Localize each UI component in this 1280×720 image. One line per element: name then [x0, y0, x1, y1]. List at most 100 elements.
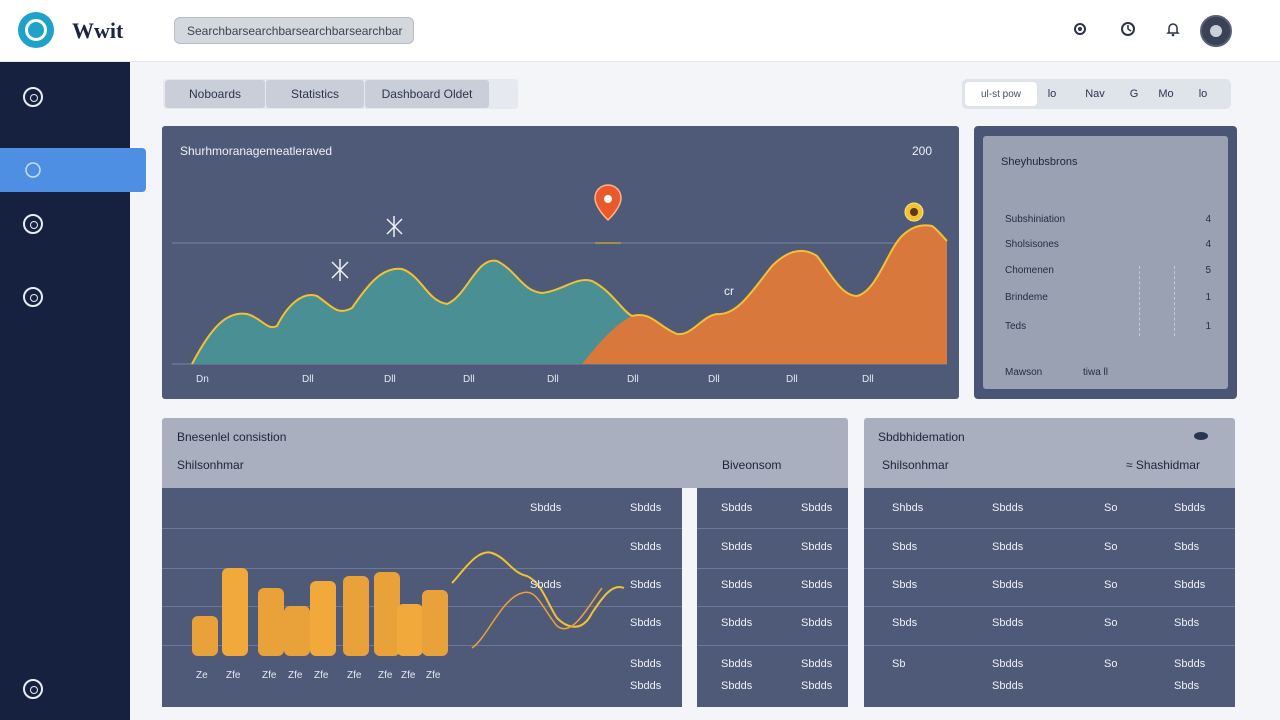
card-footer-link[interactable]: Mawson	[1005, 367, 1043, 378]
bottom-right-card-header: Sbdbhidemation Shilsonhmar ≈ Shashidmar	[864, 418, 1235, 488]
bar	[397, 604, 423, 656]
trend-line-secondary	[471, 587, 603, 649]
table-cell: Sbdds	[1174, 658, 1206, 670]
table-cell: Sbdds	[630, 541, 662, 553]
toolbar-button[interactable]: lo	[1198, 88, 1208, 100]
toolbar-button[interactable]: lo	[1047, 88, 1057, 100]
marker-icon[interactable]	[904, 202, 924, 222]
x-tick: Dll	[708, 374, 720, 385]
date-range-select[interactable]: ul-st pow	[965, 82, 1037, 106]
table-cell: Sbds	[892, 579, 918, 591]
table-cell: Sbdds	[630, 617, 662, 629]
bar-label: Zfe	[378, 670, 393, 681]
toolbar-button[interactable]: Mo	[1158, 88, 1174, 100]
table-cell: Sbdds	[801, 658, 833, 670]
list-item-label: Chomenen	[1005, 265, 1054, 276]
tab-dashboard[interactable]: Dashboard Oldet	[365, 80, 489, 108]
table-cell: Sbdds	[630, 658, 662, 670]
clock-icon[interactable]	[1119, 20, 1137, 38]
table-cell: Sbds	[1174, 617, 1200, 629]
table-cell: Sbds	[1174, 541, 1200, 553]
row-divider	[864, 645, 1235, 646]
map-pin-icon[interactable]	[594, 184, 622, 244]
teal-area-series	[192, 260, 632, 364]
bar	[422, 590, 448, 656]
x-tick: Dll	[384, 374, 396, 385]
brand-name: Wwit	[72, 18, 124, 43]
list-item-value: 1	[1205, 292, 1211, 303]
bar	[284, 606, 310, 656]
bar-label: Ze	[196, 670, 208, 681]
filter-label: Shashidmar	[1135, 458, 1200, 472]
search-input[interactable]: Searchbarsearchbarsearchbarsearchbar	[174, 17, 414, 44]
bar-label: Zfe	[288, 670, 303, 681]
table-cell: Sbdds	[992, 502, 1024, 514]
chart-icon[interactable]	[20, 157, 46, 183]
bar	[343, 576, 369, 656]
subscriptions-card: Sheyhubsbrons Subshiniation 4 Sholsisones…	[974, 126, 1237, 399]
main-area-chart	[172, 184, 948, 365]
card-footer-link[interactable]: tiwa ll	[1083, 367, 1109, 378]
table-cell: Sbdds	[721, 617, 753, 629]
column-header: Biveonsom	[722, 458, 782, 472]
orange-area-series	[582, 225, 947, 364]
bottom-left-card-header: Bnesenlel consistion Shilsonhmar Biveons…	[162, 418, 848, 488]
list-item: Brindeme 1	[1005, 292, 1211, 303]
table-cell: Sbdds	[992, 579, 1024, 591]
x-tick: Dll	[463, 374, 475, 385]
globe-icon[interactable]	[20, 284, 46, 310]
bar-label: Zfe	[226, 670, 241, 681]
toolbar-button-nav[interactable]: Nav	[1085, 88, 1105, 100]
series-outline	[191, 224, 948, 365]
table-cell: Sbdds	[721, 658, 753, 670]
list-item-label: Subshiniation	[1005, 214, 1066, 225]
sidebar-item-active[interactable]	[0, 148, 146, 192]
more-icon[interactable]	[1194, 432, 1208, 440]
list-item: Chomenen 5	[1005, 265, 1211, 276]
row-divider	[697, 606, 848, 607]
list-item: Teds 1	[1005, 321, 1211, 332]
subscriptions-card-body: Sheyhubsbrons Subshiniation 4 Sholsisones…	[983, 136, 1228, 389]
table-cell: Sbdds	[630, 502, 662, 514]
bar-label: Zfe	[426, 670, 441, 681]
table-cell: Sbdds	[992, 680, 1024, 692]
table-cell: Sbdds	[801, 617, 833, 629]
divider	[1139, 266, 1175, 336]
row-divider	[162, 528, 682, 529]
main-chart-corner-value: 200	[912, 144, 933, 158]
toolbar-button[interactable]: G	[1129, 88, 1139, 100]
card-subtitle: Shilsonhmar	[882, 458, 949, 472]
row-divider	[864, 568, 1235, 569]
table-cell: Sbds	[892, 541, 918, 553]
table-cell: Sbdds	[1174, 502, 1206, 514]
settings-icon[interactable]	[1071, 20, 1089, 38]
x-tick: Dn	[196, 374, 209, 385]
app-logo[interactable]	[18, 12, 54, 48]
list-item-value: 4	[1205, 239, 1211, 250]
bar-label: Zfe	[401, 670, 416, 681]
list-item-label: Brindeme	[1005, 292, 1048, 303]
table-cell: Sbdds	[530, 579, 562, 591]
row-divider	[864, 606, 1235, 607]
bell-icon[interactable]	[1164, 20, 1182, 38]
tab-noboards[interactable]: Noboards	[165, 80, 265, 108]
table-cell: So	[1104, 579, 1118, 591]
list-item-value: 1	[1205, 321, 1211, 332]
table-cell: Sbdds	[801, 541, 833, 553]
row-divider	[697, 568, 848, 569]
table-cell: So	[1104, 502, 1118, 514]
tab-statistics[interactable]: Statistics	[266, 80, 364, 108]
x-tick: Dll	[862, 374, 874, 385]
table-cell: Sb	[892, 658, 906, 670]
table-cell: So	[1104, 658, 1118, 670]
bar	[258, 588, 284, 656]
x-tick: Dll	[786, 374, 798, 385]
settings-icon[interactable]	[20, 676, 46, 702]
filter-dropdown[interactable]: ≈ Shashidmar	[1126, 458, 1200, 472]
dashboard-icon[interactable]	[20, 84, 46, 110]
user-avatar[interactable]	[1200, 15, 1232, 47]
table-cell: Sbds	[1174, 680, 1200, 692]
table-cell: Sbdds	[530, 502, 562, 514]
card-title: Bnesenlel consistion	[177, 430, 287, 444]
target-icon[interactable]	[20, 211, 46, 237]
